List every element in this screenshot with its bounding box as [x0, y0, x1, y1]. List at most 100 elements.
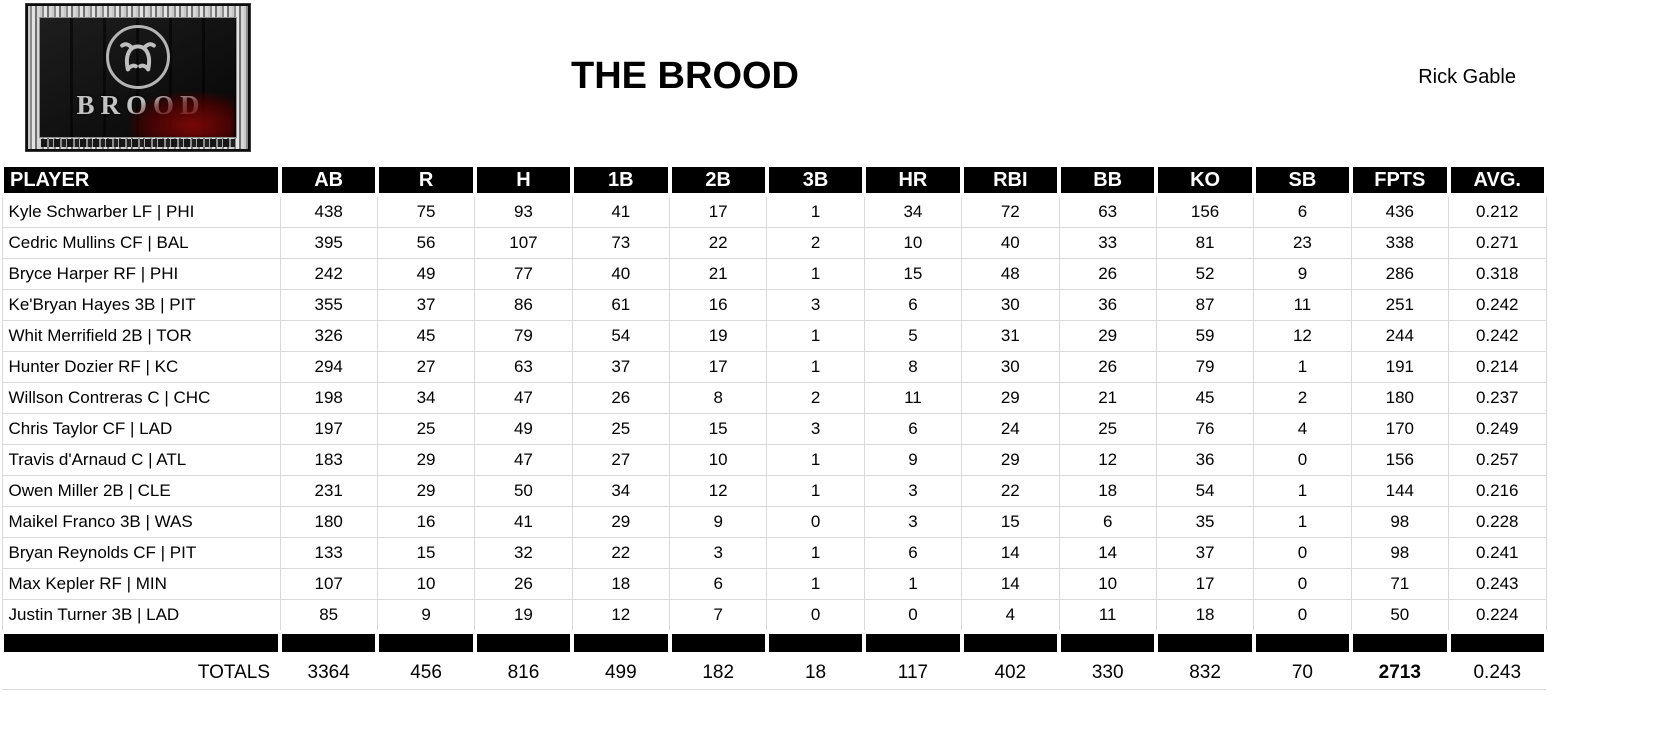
stat-cell: 251	[1350, 289, 1450, 321]
table-row: Whit Merrifield 2B | TOR 326 45 79 54 19 1 5 31 2…	[1, 320, 1547, 352]
logo-glyph-strip	[41, 139, 235, 147]
table-row: Kyle Schwarber LF | PHI 438 75 93 41 17 1 34 72 6…	[1, 194, 1547, 228]
stat-cell: 244	[1350, 320, 1450, 352]
stat-cell: 12	[571, 599, 671, 633]
player-cell: Bryan Reynolds CF | PIT	[1, 537, 281, 569]
table-row: Chris Taylor CF | LAD 197 25 49 25 15 3 6 24 25 76…	[1, 413, 1547, 445]
stat-cell: 0	[766, 506, 865, 538]
player-cell: Whit Merrifield 2B | TOR	[1, 320, 281, 352]
spacer-cell	[0, 630, 282, 656]
stat-cell: 1	[1253, 506, 1352, 538]
stat-cell: 3	[863, 475, 963, 507]
stat-cell: 7	[668, 599, 768, 633]
stat-cell: 191	[1350, 351, 1450, 383]
stat-cell: 0	[1253, 568, 1352, 600]
stat-cell: 59	[1155, 320, 1255, 352]
stat-cell: 21	[1058, 382, 1157, 414]
total-cell: 499	[572, 654, 670, 690]
stat-cell: 33	[1058, 227, 1157, 259]
stat-cell: 63	[1058, 194, 1157, 228]
stat-cell: 286	[1350, 258, 1450, 290]
stat-cell: 294	[279, 351, 378, 383]
stat-cell: 107	[279, 568, 378, 600]
column-header-3b: 3B	[764, 163, 867, 197]
stat-cell: 25	[376, 413, 476, 445]
table-row: Ke'Bryan Hayes 3B | PIT 355 37 86 61 16 3 6 30 36…	[1, 289, 1547, 321]
stat-cell: 0.249	[1448, 413, 1547, 445]
spacer-cell	[472, 630, 575, 656]
table-row: Owen Miller 2B | CLE 231 29 50 34 12 1 3 22 18 54 1…	[1, 475, 1547, 507]
stat-cell: 22	[571, 537, 671, 569]
stat-cell: 395	[279, 227, 378, 259]
totals-label: TOTALS	[2, 654, 280, 690]
stat-cell: 6	[863, 413, 963, 445]
spacer-cell	[667, 630, 769, 656]
column-header-h: H	[472, 163, 575, 197]
stat-cell: 40	[571, 258, 671, 290]
table-row: Bryan Reynolds CF | PIT 133 15 32 22 3 1 6 14 14 3…	[1, 537, 1547, 569]
stat-cell: 81	[1155, 227, 1255, 259]
stat-cell: 34	[863, 194, 963, 228]
stat-cell: 49	[376, 258, 476, 290]
stat-cell: 15	[376, 537, 476, 569]
total-cell: 330	[1059, 654, 1157, 690]
spacer-cell	[1446, 630, 1548, 656]
table-row: Willson Contreras C | CHC 198 34 47 26 8 2 11 29…	[1, 382, 1547, 414]
stat-cell: 79	[1155, 351, 1255, 383]
totals-row: TOTALS 3364 456 816 499 182 18 117 402 330 832 70 27…	[2, 654, 1546, 690]
stat-cell: 1	[766, 537, 865, 569]
stat-cell: 29	[961, 444, 1060, 476]
stat-cell: 180	[1350, 382, 1450, 414]
stat-cell: 22	[668, 227, 768, 259]
stats-table: PLAYER AB R H 1B 2B 3B HR RBI BB KO SB FPTS AVG. Kyle…	[0, 163, 1548, 690]
stat-cell: 72	[961, 194, 1060, 228]
stat-cell: 47	[474, 382, 573, 414]
column-header-rbi: RBI	[959, 163, 1062, 197]
stat-cell: 79	[474, 320, 573, 352]
stat-cell: 12	[668, 475, 768, 507]
stat-cell: 29	[376, 444, 476, 476]
stat-cell: 17	[1155, 568, 1255, 600]
stat-cell: 107	[474, 227, 573, 259]
stat-cell: 9	[668, 506, 768, 538]
stat-cell: 0	[863, 599, 963, 633]
stat-cell: 37	[1155, 537, 1255, 569]
stat-cell: 32	[474, 537, 573, 569]
stat-cell: 76	[1155, 413, 1255, 445]
stat-cell: 355	[279, 289, 378, 321]
stat-cell: 1	[1253, 475, 1352, 507]
column-header-r: R	[375, 163, 477, 197]
stat-cell: 3	[766, 413, 865, 445]
stat-cell: 338	[1350, 227, 1450, 259]
stat-cell: 61	[571, 289, 671, 321]
player-cell: Cedric Mullins CF | BAL	[1, 227, 281, 259]
player-cell: Ke'Bryan Hayes 3B | PIT	[1, 289, 281, 321]
stat-cell: 26	[571, 382, 671, 414]
stat-cell: 14	[961, 537, 1060, 569]
column-header-1b: 1B	[570, 163, 672, 197]
stat-cell: 0	[766, 599, 865, 633]
stat-cell: 50	[1350, 599, 1450, 633]
stat-cell: 3	[766, 289, 865, 321]
stat-cell: 4	[1253, 413, 1352, 445]
column-header-hr: HR	[862, 163, 964, 197]
stat-cell: 35	[1155, 506, 1255, 538]
stat-cell: 24	[961, 413, 1060, 445]
stat-cell: 10	[863, 227, 963, 259]
stat-cell: 85	[279, 599, 378, 633]
stat-cell: 197	[279, 413, 378, 445]
stat-cell: 77	[474, 258, 573, 290]
total-cell: 18	[766, 654, 865, 690]
stat-cell: 6	[668, 568, 768, 600]
stat-cell: 31	[961, 320, 1060, 352]
stat-cell: 11	[1253, 289, 1352, 321]
player-cell: Willson Contreras C | CHC	[1, 382, 281, 414]
table-row: Hunter Dozier RF | KC 294 27 63 37 17 1 8 30 26 79…	[1, 351, 1547, 383]
stat-cell: 242	[279, 258, 378, 290]
total-cell: 182	[669, 654, 767, 690]
spacer-cell	[764, 630, 867, 656]
stat-cell: 10	[1058, 568, 1157, 600]
stat-cell: 37	[571, 351, 671, 383]
stat-cell: 87	[1155, 289, 1255, 321]
